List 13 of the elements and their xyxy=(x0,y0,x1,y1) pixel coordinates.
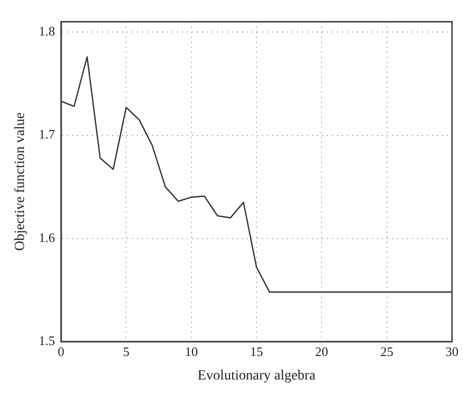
y-axis-title: Objective function value xyxy=(13,112,28,251)
x-tick-label: 10 xyxy=(184,344,198,359)
x-tick-label: 0 xyxy=(58,344,64,359)
x-tick-label: 20 xyxy=(315,344,328,359)
x-tick-label: 5 xyxy=(122,344,130,359)
y-tick-label: 1.6 xyxy=(38,230,56,245)
x-tick-label: 25 xyxy=(380,344,394,359)
x-tick-label: 30 xyxy=(446,344,458,359)
y-tick-label: 1.5 xyxy=(38,333,56,348)
y-tick-label: 1.8 xyxy=(38,24,56,39)
x-tick-label: 15 xyxy=(250,344,264,359)
x-axis-title: Evolutionary algebra xyxy=(198,368,316,384)
y-tick-label: 1.7 xyxy=(38,126,56,142)
